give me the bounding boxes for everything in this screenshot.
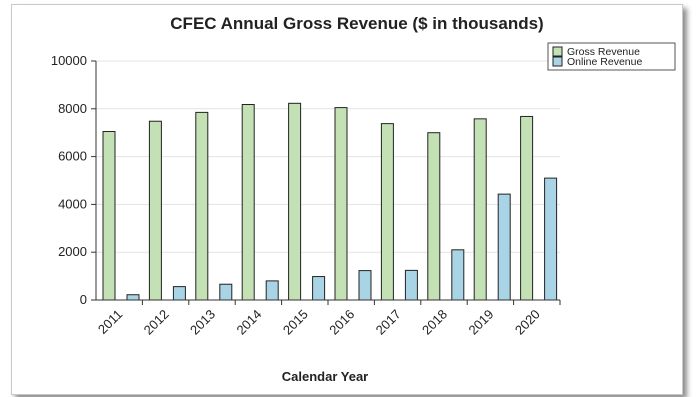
y-tick-label: 2000	[58, 244, 87, 259]
y-tick-label: 8000	[58, 101, 87, 116]
bar-gross-revenue	[288, 102, 302, 301]
bar-online-revenue	[544, 177, 558, 301]
bar-gross-revenue	[195, 111, 209, 301]
axes	[91, 60, 561, 305]
bar-gross-revenue	[380, 123, 394, 301]
y-tick-label: 6000	[58, 149, 87, 164]
legend-label: Online Revenue	[567, 56, 642, 68]
y-tick-labels: 0 2000 4000 6000 8000 10000	[51, 53, 87, 307]
bar-gross-revenue	[102, 131, 116, 301]
bar-online-revenue	[312, 276, 326, 301]
y-tick-label: 10000	[51, 53, 87, 68]
legend-swatch	[552, 46, 563, 57]
bars	[102, 102, 558, 301]
x-tick-label: 2020	[512, 307, 543, 338]
x-tick-label: 2018	[419, 307, 450, 338]
x-tick-label: 2014	[233, 307, 264, 338]
y-tick-label: 0	[80, 292, 87, 307]
x-tick-label: 2017	[373, 307, 404, 338]
bar-gross-revenue	[148, 120, 162, 301]
legend-label: Gross Revenue	[567, 46, 640, 58]
bar-online-revenue	[219, 283, 233, 301]
bar-online-revenue	[404, 269, 418, 301]
chart-frame: CFEC Annual Gross Revenue ($ in thousand…	[11, 4, 683, 395]
x-tick-label: 2015	[280, 307, 311, 338]
bar-online-revenue	[172, 286, 186, 301]
bar-online-revenue	[126, 294, 140, 301]
bar-online-revenue	[358, 270, 372, 301]
x-tick-label: 2013	[187, 307, 218, 338]
y-tick-label: 4000	[58, 196, 87, 211]
bar-online-revenue	[451, 249, 465, 301]
bar-gross-revenue	[334, 107, 348, 301]
x-tick-label: 2019	[465, 307, 496, 338]
bar-gross-revenue	[241, 103, 255, 301]
x-axis-title: Calendar Year	[282, 369, 368, 384]
bar-online-revenue	[265, 280, 279, 301]
bar-gross-revenue	[520, 115, 534, 301]
x-tick-labels: 2011 2012 2013 2014 2015 2016 2017 2018 2019 2020	[95, 307, 543, 338]
x-tick-label: 2011	[95, 307, 125, 337]
grid-lines	[96, 60, 560, 253]
bar-gross-revenue	[427, 132, 441, 301]
bar-gross-revenue	[473, 118, 487, 301]
chart-title: CFEC Annual Gross Revenue ($ in thousand…	[170, 14, 543, 33]
x-tick-label: 2012	[141, 307, 172, 338]
legend-swatch	[552, 56, 563, 67]
x-tick-label: 2016	[326, 307, 357, 338]
bar-online-revenue	[497, 193, 511, 301]
chart-svg: CFEC Annual Gross Revenue ($ in thousand…	[51, 14, 676, 384]
legend-box	[547, 42, 676, 71]
